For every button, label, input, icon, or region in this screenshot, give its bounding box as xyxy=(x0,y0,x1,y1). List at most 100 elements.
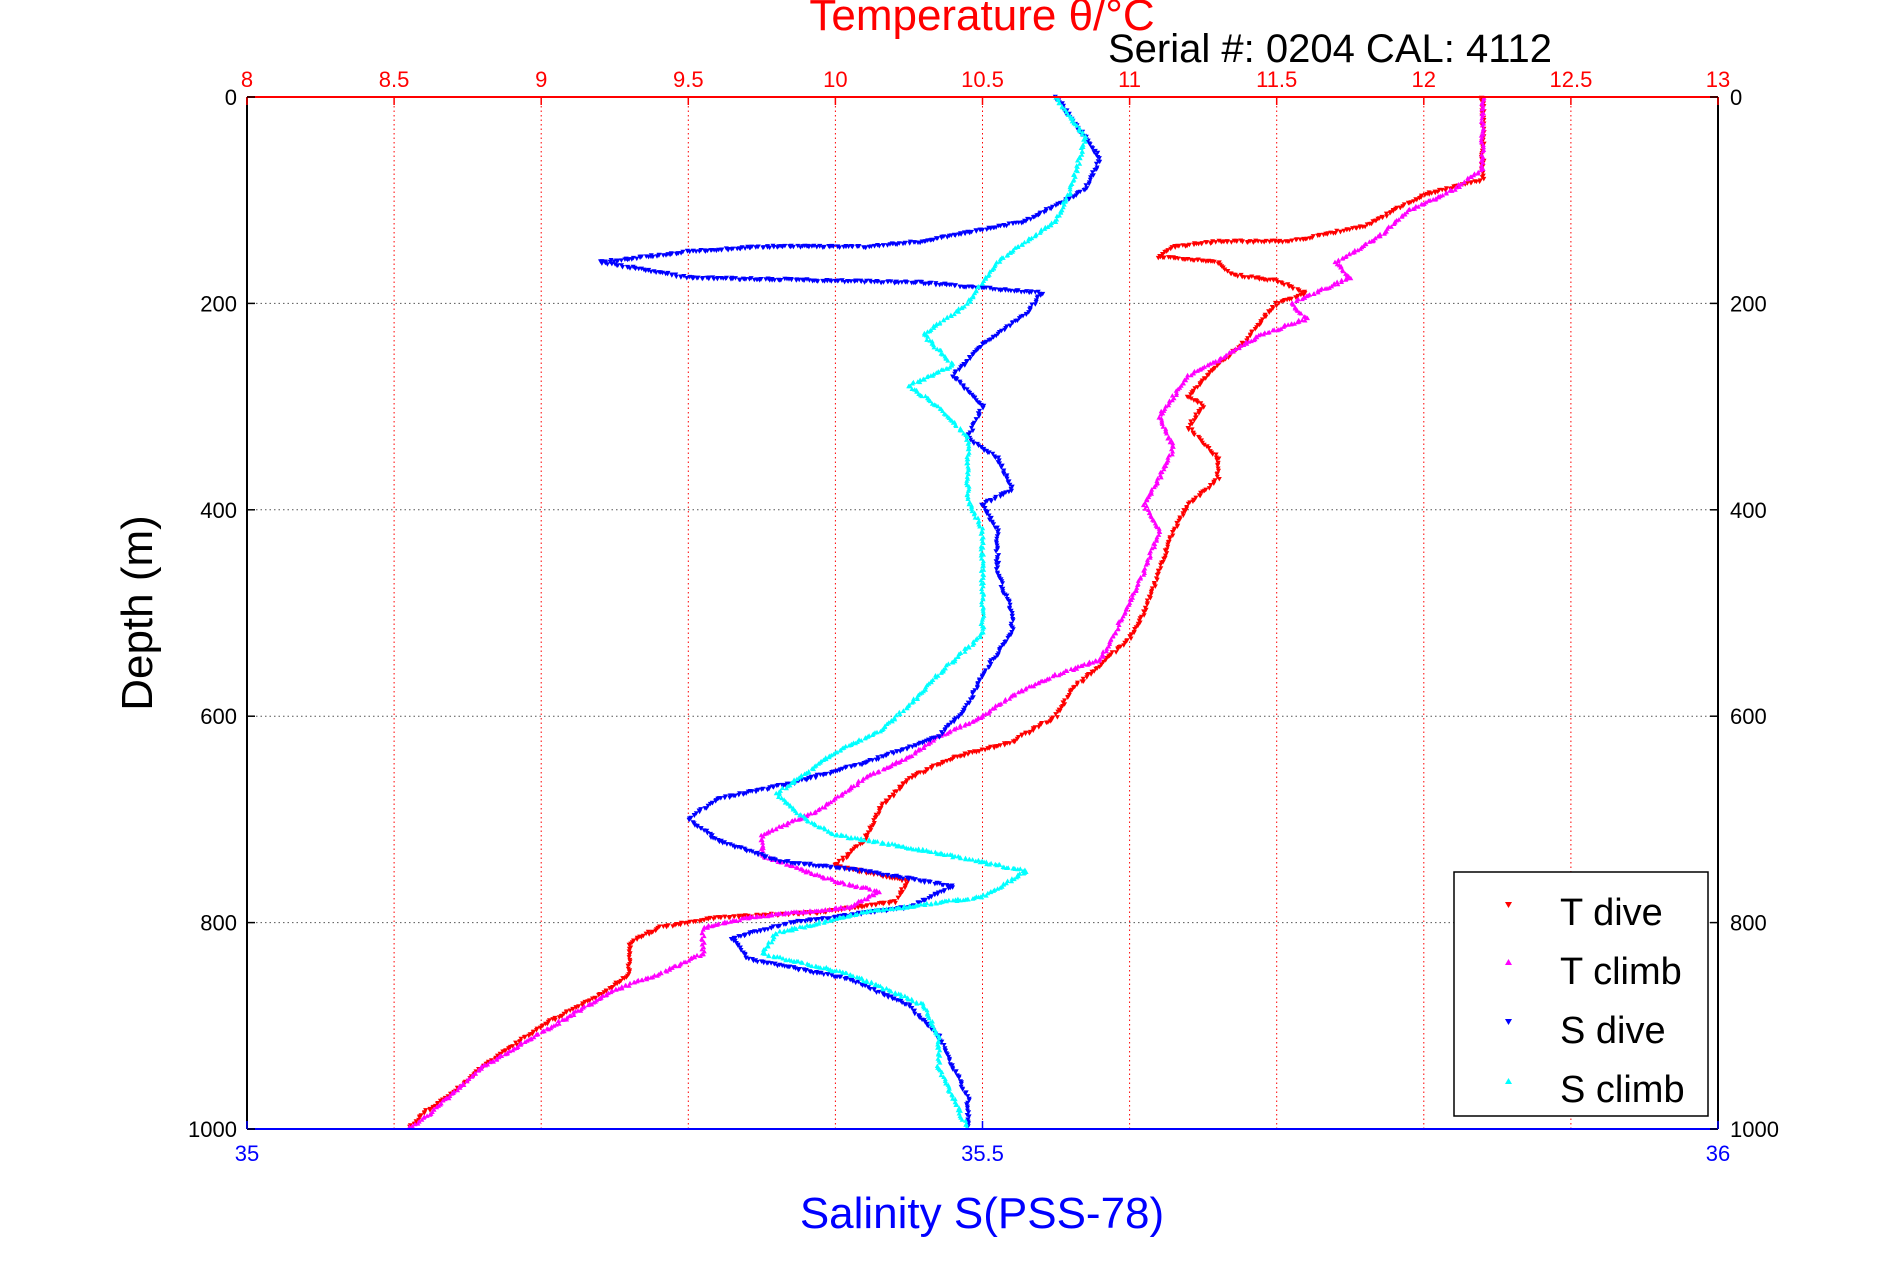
data-point xyxy=(873,757,879,763)
data-point xyxy=(1006,221,1012,226)
data-point xyxy=(855,780,861,785)
data-point xyxy=(980,610,986,615)
data-point xyxy=(1009,320,1015,326)
data-point xyxy=(802,919,808,924)
data-point xyxy=(977,632,983,638)
data-point xyxy=(743,277,749,282)
data-point xyxy=(723,246,729,251)
data-point xyxy=(1005,865,1011,870)
data-point xyxy=(1093,666,1099,672)
data-point xyxy=(914,389,920,394)
data-point xyxy=(760,834,766,839)
data-point xyxy=(1029,302,1035,307)
data-point xyxy=(938,367,944,372)
data-point xyxy=(835,794,841,799)
data-point xyxy=(1028,217,1034,222)
data-point xyxy=(840,855,846,861)
data-point xyxy=(1344,227,1350,232)
data-point xyxy=(742,952,748,958)
data-point xyxy=(897,787,903,792)
data-point xyxy=(966,1098,972,1103)
data-point xyxy=(839,793,844,798)
data-point xyxy=(928,901,934,907)
data-point xyxy=(1007,602,1013,608)
data-point xyxy=(1297,237,1303,242)
data-point xyxy=(980,608,986,613)
data-point xyxy=(921,901,927,907)
data-point xyxy=(776,794,781,799)
data-point xyxy=(1478,137,1484,143)
data-point xyxy=(946,1058,952,1063)
data-point xyxy=(834,832,840,837)
data-point xyxy=(907,241,913,246)
data-point xyxy=(415,1121,421,1126)
data-point xyxy=(596,996,602,1001)
data-point xyxy=(1293,237,1299,243)
data-point xyxy=(981,592,986,597)
data-point xyxy=(570,1007,576,1012)
data-point xyxy=(1321,232,1327,238)
data-point xyxy=(965,488,971,493)
data-point xyxy=(620,265,625,270)
data-point xyxy=(935,403,941,409)
data-point xyxy=(1001,472,1007,477)
data-point xyxy=(1152,584,1158,589)
data-point xyxy=(427,1112,433,1117)
data-point xyxy=(950,1067,956,1072)
data-point xyxy=(1030,215,1036,220)
data-point xyxy=(964,478,970,483)
data-point xyxy=(475,1068,481,1073)
data-point xyxy=(1141,613,1147,618)
data-point xyxy=(945,358,951,363)
data-point xyxy=(808,811,814,816)
data-point xyxy=(911,696,917,701)
data-point xyxy=(1129,592,1135,597)
data-point xyxy=(1026,684,1032,689)
data-point xyxy=(976,443,982,448)
data-point xyxy=(874,839,880,844)
data-point xyxy=(884,721,890,726)
data-point xyxy=(1329,283,1335,289)
data-point xyxy=(1053,219,1059,224)
data-point xyxy=(1075,158,1080,163)
data-point xyxy=(1443,188,1449,193)
data-point xyxy=(1055,202,1061,207)
data-point xyxy=(978,553,984,558)
data-point xyxy=(776,824,782,829)
data-point xyxy=(920,1001,926,1006)
data-point xyxy=(929,338,935,344)
data-point xyxy=(1006,599,1012,605)
data-point xyxy=(487,1059,493,1065)
data-point xyxy=(884,906,889,911)
data-point xyxy=(660,924,666,929)
data-point xyxy=(992,287,998,292)
data-point xyxy=(836,858,842,864)
data-point xyxy=(502,1051,508,1057)
data-point xyxy=(1250,240,1256,245)
data-point xyxy=(813,775,819,781)
data-point xyxy=(962,1091,968,1096)
data-point xyxy=(440,1098,446,1103)
data-point xyxy=(1089,669,1095,675)
data-point xyxy=(901,844,906,849)
data-point xyxy=(712,836,718,842)
data-point xyxy=(1181,380,1186,386)
data-point xyxy=(1096,156,1102,161)
data-point xyxy=(1164,431,1170,436)
data-point xyxy=(449,1091,455,1096)
data-point xyxy=(556,1018,561,1023)
data-point xyxy=(966,701,972,706)
data-point xyxy=(1080,149,1085,154)
data-point xyxy=(1028,290,1034,295)
data-point xyxy=(904,905,910,910)
data-point xyxy=(923,684,929,690)
data-point xyxy=(818,965,823,970)
data-point xyxy=(1236,345,1242,350)
data-point xyxy=(785,927,791,933)
data-point xyxy=(889,750,895,755)
data-point xyxy=(863,775,869,780)
data-point xyxy=(1294,298,1300,303)
data-point xyxy=(864,278,870,284)
data-point xyxy=(849,849,854,854)
data-point xyxy=(941,732,947,737)
